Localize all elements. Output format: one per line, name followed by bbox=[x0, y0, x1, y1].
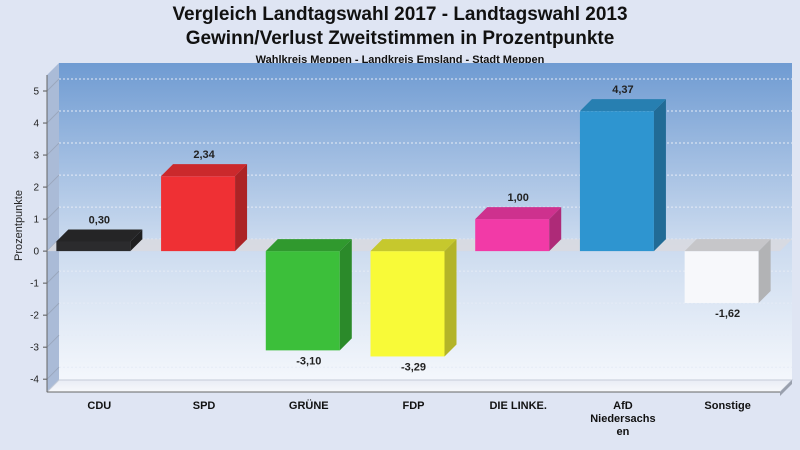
bar-side bbox=[444, 239, 457, 357]
bar-top bbox=[370, 239, 457, 252]
chart-title-line2: Gewinn/Verlust Zweitstimmen in Prozentpu… bbox=[185, 28, 615, 49]
floor-edge bbox=[780, 380, 792, 396]
y-tick-label: 3 bbox=[33, 151, 39, 162]
bar-side bbox=[235, 164, 248, 252]
bar-side bbox=[758, 239, 771, 303]
y-axis-label: Prozentpunkte bbox=[13, 190, 25, 261]
y-tick-label: -1 bbox=[30, 279, 39, 290]
bar-side bbox=[653, 99, 666, 252]
x-tick-label: FDP bbox=[403, 400, 425, 412]
data-label: 2,34 bbox=[193, 149, 215, 161]
bar bbox=[475, 207, 562, 252]
x-tick-label: CDU bbox=[87, 400, 111, 412]
x-tick-label: SPD bbox=[193, 400, 216, 412]
bar bbox=[370, 239, 457, 357]
bar-front bbox=[475, 219, 550, 252]
x-tick-label: en bbox=[617, 426, 630, 438]
grid-connector bbox=[46, 110, 60, 124]
bar-side bbox=[549, 207, 562, 252]
grid-connector bbox=[46, 78, 60, 92]
bar-top bbox=[475, 207, 562, 220]
x-tick-label: Niedersachs bbox=[590, 413, 655, 425]
bar-front bbox=[579, 111, 654, 252]
bar-top bbox=[56, 229, 143, 242]
bar bbox=[56, 229, 143, 252]
bar-top bbox=[161, 164, 248, 177]
x-tick-label: AfD bbox=[613, 400, 633, 412]
y-tick-label: -4 bbox=[30, 375, 39, 386]
data-label: -3,10 bbox=[296, 355, 321, 367]
y-tick-label: -3 bbox=[30, 343, 39, 354]
y-tick-label: 5 bbox=[33, 87, 39, 98]
side-wall bbox=[47, 63, 59, 392]
grid-connector bbox=[46, 174, 60, 188]
grid-connector bbox=[46, 206, 60, 220]
y-tick-label: 1 bbox=[33, 215, 39, 226]
chart-title: Vergleich Landtagswahl 2017 - Landtagswa… bbox=[172, 4, 628, 25]
bar-front bbox=[161, 176, 236, 252]
data-label: 4,37 bbox=[612, 84, 633, 96]
bar bbox=[579, 99, 666, 252]
x-tick-label: DIE LINKE. bbox=[489, 400, 546, 412]
bar-front bbox=[370, 251, 445, 357]
bar-side bbox=[339, 239, 352, 351]
data-label: -1,62 bbox=[715, 308, 740, 320]
grid-connector bbox=[46, 270, 60, 284]
bar-top bbox=[265, 239, 352, 252]
y-tick-label: -2 bbox=[30, 311, 39, 322]
grid-connector bbox=[46, 142, 60, 156]
bars-layer bbox=[56, 99, 771, 357]
y-tick-label: 0 bbox=[33, 247, 39, 258]
bar bbox=[161, 164, 248, 252]
bar-front bbox=[56, 241, 131, 252]
grid-connector bbox=[46, 334, 60, 348]
grid-connector bbox=[46, 366, 60, 380]
y-tick-label: 4 bbox=[33, 119, 39, 130]
bar-top bbox=[579, 99, 666, 112]
bar-side bbox=[130, 229, 143, 252]
data-label: -3,29 bbox=[401, 361, 426, 373]
grid-connector bbox=[46, 302, 60, 316]
data-label: 1,00 bbox=[508, 192, 529, 204]
bar-top bbox=[684, 239, 771, 252]
bar bbox=[684, 239, 771, 303]
bar-front bbox=[684, 251, 759, 303]
bar-front bbox=[265, 251, 340, 351]
x-tick-label: GRÜNE bbox=[289, 399, 329, 412]
x-tick-label: Sonstige bbox=[704, 400, 750, 412]
y-tick-label: 2 bbox=[33, 183, 39, 194]
data-label: 0,30 bbox=[89, 215, 110, 227]
floor bbox=[45, 379, 794, 393]
bar bbox=[265, 239, 352, 351]
labels-layer: 5 4 3 2 1 0 -1 -2 -3 -4 Prozentpunkte 0,30 CDU 2,34 SP… bbox=[13, 84, 751, 438]
